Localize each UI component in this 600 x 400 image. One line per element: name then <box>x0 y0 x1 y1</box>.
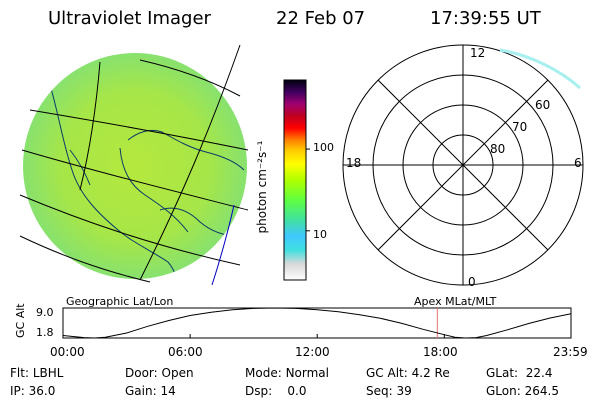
ip-label: IP: <box>10 384 25 398</box>
glat-value: 22.4 <box>525 366 553 380</box>
dsp-label: Dsp: <box>245 384 273 398</box>
door-value: Open <box>161 366 194 380</box>
instrument-title: Ultraviolet Imager <box>48 8 211 29</box>
date-label: 22 Feb 07 <box>276 8 366 29</box>
glon-label: GLon: <box>486 384 521 398</box>
dsp-value: 0.0 <box>287 384 307 398</box>
glat-field: GLat: 22.4 <box>486 366 552 380</box>
x-tick-label-0600: 06:00 <box>168 345 203 359</box>
lat-label-60: 60 <box>535 98 551 112</box>
colorbar-gradient <box>283 79 307 281</box>
x-tick-label-1800: 18:00 <box>423 345 458 359</box>
glon-field: GLon: 264.5 <box>486 384 559 398</box>
gain-field: Gain: 14 <box>125 384 176 398</box>
polar-panel-label: Apex MLat/MLT <box>414 295 497 308</box>
glon-value: 264.5 <box>524 384 559 398</box>
grid-lines <box>19 44 249 283</box>
mode-value: Normal <box>285 366 329 380</box>
seq-value: 39 <box>396 384 412 398</box>
ip-value: 36.0 <box>28 384 56 398</box>
x-tick-label-2359: 23:59 <box>553 345 588 359</box>
geographic-panel-label: Geographic Lat/Lon <box>66 295 174 308</box>
gcalt-label: GC Alt: <box>366 366 408 380</box>
ip-field: IP: 36.0 <box>10 384 55 398</box>
altitude-ymax-label: 9.0 <box>36 306 54 319</box>
polar-diagonal-2 <box>377 79 549 251</box>
mlt-label-6: 6 <box>574 156 582 170</box>
altitude-ymin-label: 1.8 <box>36 326 54 339</box>
gcalt-field: GC Alt: 4.2 Re <box>366 366 450 380</box>
colorbar-tick-100: 100 <box>313 141 334 154</box>
flt-label: Flt: <box>10 366 29 380</box>
altitude-ylabel: GC Alt <box>14 303 27 338</box>
door-label: Door: <box>125 366 158 380</box>
altitude-curve <box>62 307 572 339</box>
mlt-label-18: 18 <box>346 156 362 170</box>
mlt-label-12: 12 <box>470 46 486 60</box>
x-tick-label-0000: 00:00 <box>50 345 85 359</box>
mode-label: Mode: <box>245 366 282 380</box>
gain-label: Gain: <box>125 384 157 398</box>
dsp-field: Dsp: 0.0 <box>245 384 307 398</box>
lat-label-70: 70 <box>512 120 528 134</box>
mlt-label-0: 0 <box>468 275 476 289</box>
gain-value: 14 <box>160 384 176 398</box>
continent-outlines <box>47 77 245 279</box>
x-tick-label-1200: 12:00 <box>295 345 330 359</box>
time-label: 17:39:55 UT <box>430 8 541 29</box>
flt-field: Flt: LBHL <box>10 366 63 380</box>
gcalt-value: 4.2 Re <box>411 366 450 380</box>
colorbar-tick-10: 10 <box>313 228 327 241</box>
glat-label: GLat: <box>486 366 519 380</box>
seq-field: Seq: 39 <box>366 384 412 398</box>
coastline-edge <box>211 204 235 286</box>
lat-label-80: 80 <box>490 142 506 156</box>
door-field: Door: Open <box>125 366 194 380</box>
seq-label: Seq: <box>366 384 393 398</box>
mode-field: Mode: Normal <box>245 366 329 380</box>
earth-disk <box>23 53 247 279</box>
flt-value: LBHL <box>32 366 64 380</box>
polar-aurora-edge <box>499 48 582 90</box>
